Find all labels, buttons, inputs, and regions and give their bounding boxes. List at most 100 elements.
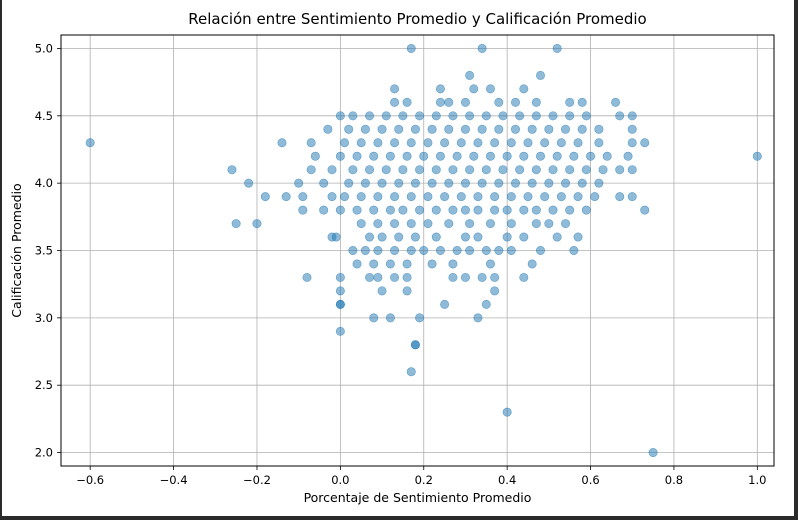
data-point xyxy=(435,151,445,161)
data-point xyxy=(573,138,583,148)
data-point xyxy=(435,97,445,107)
data-point xyxy=(440,299,450,309)
data-point xyxy=(390,84,400,94)
data-point xyxy=(377,286,387,296)
data-point xyxy=(377,178,387,188)
data-point xyxy=(460,205,470,215)
x-tick-label: 0.2 xyxy=(415,473,433,487)
data-point xyxy=(648,448,658,458)
data-point xyxy=(573,232,583,242)
data-point xyxy=(531,111,541,121)
data-point xyxy=(435,246,445,256)
data-point xyxy=(752,151,762,161)
data-point xyxy=(561,219,571,229)
data-point xyxy=(319,178,329,188)
data-point xyxy=(465,246,475,256)
data-point xyxy=(231,219,241,229)
data-point xyxy=(302,272,312,282)
data-point xyxy=(402,286,412,296)
data-point xyxy=(544,178,554,188)
data-point xyxy=(477,272,487,282)
data-point xyxy=(510,124,520,134)
data-point xyxy=(494,97,504,107)
x-tick-label: 1.0 xyxy=(748,473,766,487)
data-point xyxy=(335,299,345,309)
data-point xyxy=(340,138,350,148)
data-point xyxy=(577,178,587,188)
data-point xyxy=(456,138,466,148)
data-point xyxy=(581,111,591,121)
data-point xyxy=(640,138,650,148)
data-point xyxy=(465,111,475,121)
data-point xyxy=(627,192,637,202)
data-point xyxy=(394,124,404,134)
data-point xyxy=(565,205,575,215)
data-point xyxy=(402,97,412,107)
data-point xyxy=(640,205,650,215)
data-point xyxy=(527,124,537,134)
data-point xyxy=(356,219,366,229)
data-point xyxy=(565,97,575,107)
data-point xyxy=(85,138,95,148)
data-point xyxy=(536,70,546,80)
data-point xyxy=(352,259,362,269)
data-point xyxy=(306,165,316,175)
data-point xyxy=(385,259,395,269)
data-point xyxy=(531,219,541,229)
data-point xyxy=(365,111,375,121)
data-point xyxy=(369,151,379,161)
data-point xyxy=(460,124,470,134)
data-point xyxy=(360,124,370,134)
data-point xyxy=(294,178,304,188)
data-point xyxy=(431,165,441,175)
data-point xyxy=(485,259,495,269)
data-point xyxy=(627,138,637,148)
data-point xyxy=(615,111,625,121)
data-point xyxy=(410,340,420,350)
data-point xyxy=(356,138,366,148)
y-tick-label: 5.0 xyxy=(35,41,53,55)
data-point xyxy=(531,165,541,175)
grid-lines xyxy=(61,35,774,466)
data-point xyxy=(431,232,441,242)
data-point xyxy=(561,124,571,134)
data-point xyxy=(398,165,408,175)
data-point xyxy=(569,151,579,161)
data-point xyxy=(577,124,587,134)
y-tick-label: 2.5 xyxy=(35,378,53,392)
data-point xyxy=(627,165,637,175)
data-point xyxy=(260,192,270,202)
data-point xyxy=(381,111,391,121)
data-point xyxy=(527,178,537,188)
data-point xyxy=(581,165,591,175)
data-point xyxy=(611,97,621,107)
data-point xyxy=(390,97,400,107)
data-point xyxy=(398,205,408,215)
data-point xyxy=(490,286,500,296)
data-point xyxy=(581,205,591,215)
data-point xyxy=(444,219,454,229)
data-point xyxy=(444,124,454,134)
data-point xyxy=(335,111,345,121)
data-point xyxy=(477,178,487,188)
data-point xyxy=(465,70,475,80)
data-point xyxy=(390,219,400,229)
y-axis-ticks: 2.0 2.5 3.0 3.5 4.0 4.5 5.0 xyxy=(35,41,61,460)
data-point xyxy=(494,178,504,188)
x-tick-label: 0.4 xyxy=(498,473,516,487)
data-point xyxy=(510,178,520,188)
x-tick-label: 0.6 xyxy=(581,473,599,487)
data-point xyxy=(423,192,433,202)
data-point xyxy=(548,111,558,121)
data-point xyxy=(348,246,358,256)
data-point xyxy=(394,178,404,188)
data-point xyxy=(431,111,441,121)
data-point xyxy=(365,232,375,242)
data-point xyxy=(602,151,612,161)
data-point xyxy=(536,151,546,161)
data-point xyxy=(523,192,533,202)
data-point xyxy=(565,111,575,121)
data-point xyxy=(448,205,458,215)
data-point xyxy=(544,219,554,229)
data-point xyxy=(519,272,529,282)
